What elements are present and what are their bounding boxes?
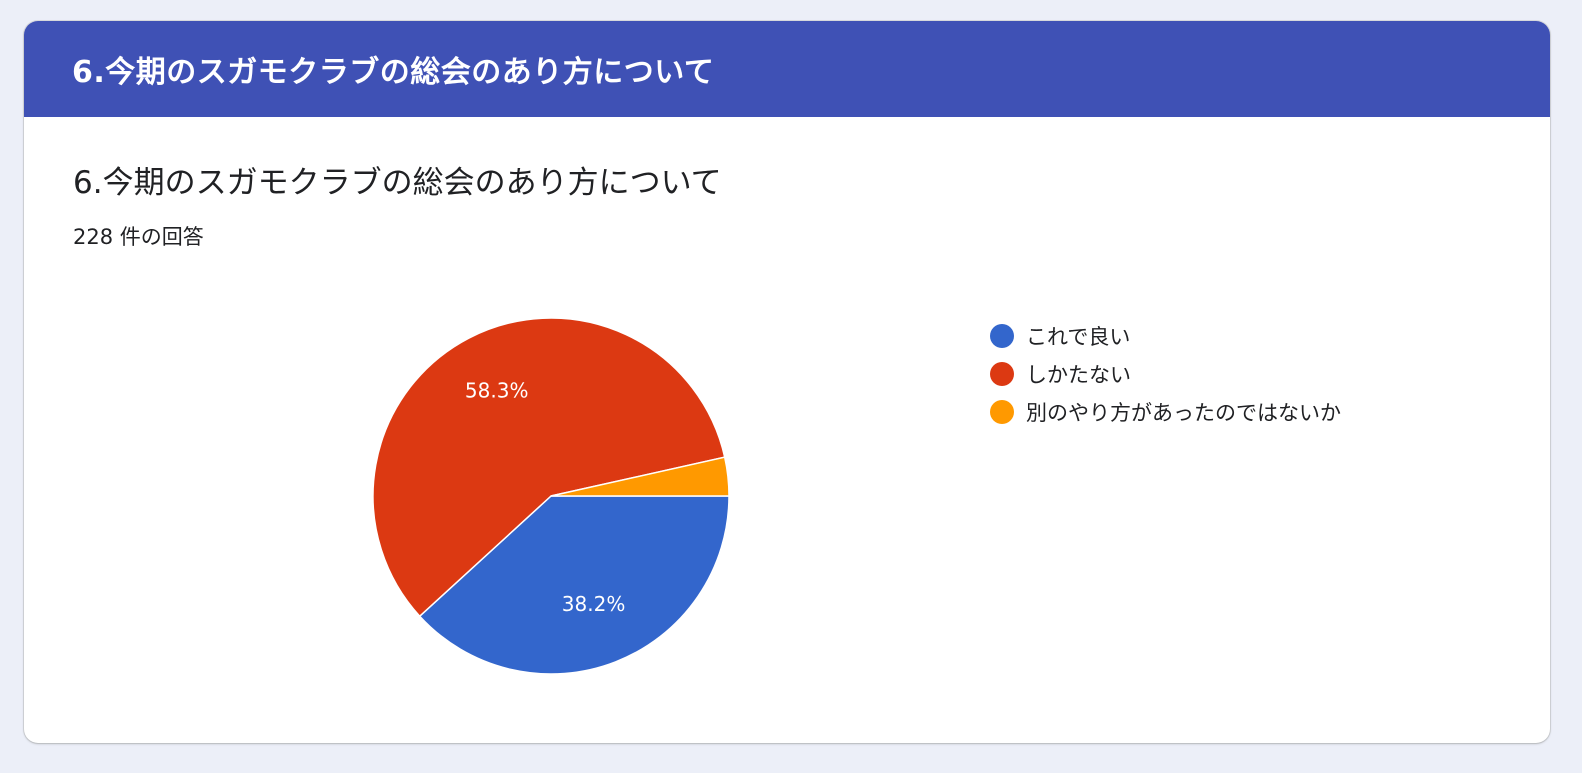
question-title: 6.今期のスガモクラブの総会のあり方について <box>73 165 722 201</box>
response-count: 228 件の回答 <box>73 225 204 249</box>
legend-swatch-2 <box>990 400 1014 424</box>
pie-slice-1[interactable] <box>372 317 726 618</box>
slice-value-label-1: 58.3% <box>465 378 529 402</box>
legend-label-1: しかたない <box>1026 363 1131 387</box>
header-title: 6.今期のスガモクラブの総会のあり方について <box>72 55 715 90</box>
slice-value-label-0: 38.2% <box>562 592 626 616</box>
pie-slice-2[interactable] <box>550 456 730 497</box>
pie-slice-0[interactable] <box>418 495 730 675</box>
legend-label-0: これで良い <box>1026 325 1131 349</box>
chart-legend: これで良い しかたない 別のやり方があったのではないか <box>990 317 1341 431</box>
legend-item-2[interactable]: 別のやり方があったのではないか <box>990 393 1341 431</box>
legend-item-0[interactable]: これで良い <box>990 317 1341 355</box>
card-header: 6.今期のスガモクラブの総会のあり方について <box>24 21 1550 117</box>
legend-swatch-1 <box>990 362 1014 386</box>
legend-swatch-0 <box>990 324 1014 348</box>
legend-item-1[interactable]: しかたない <box>990 355 1341 393</box>
legend-label-2: 別のやり方があったのではないか <box>1026 401 1341 425</box>
question-card: 6.今期のスガモクラブの総会のあり方について 6.今期のスガモクラブの総会のあり… <box>24 21 1550 743</box>
pie-chart: 38.2% 58.3% <box>372 317 730 675</box>
